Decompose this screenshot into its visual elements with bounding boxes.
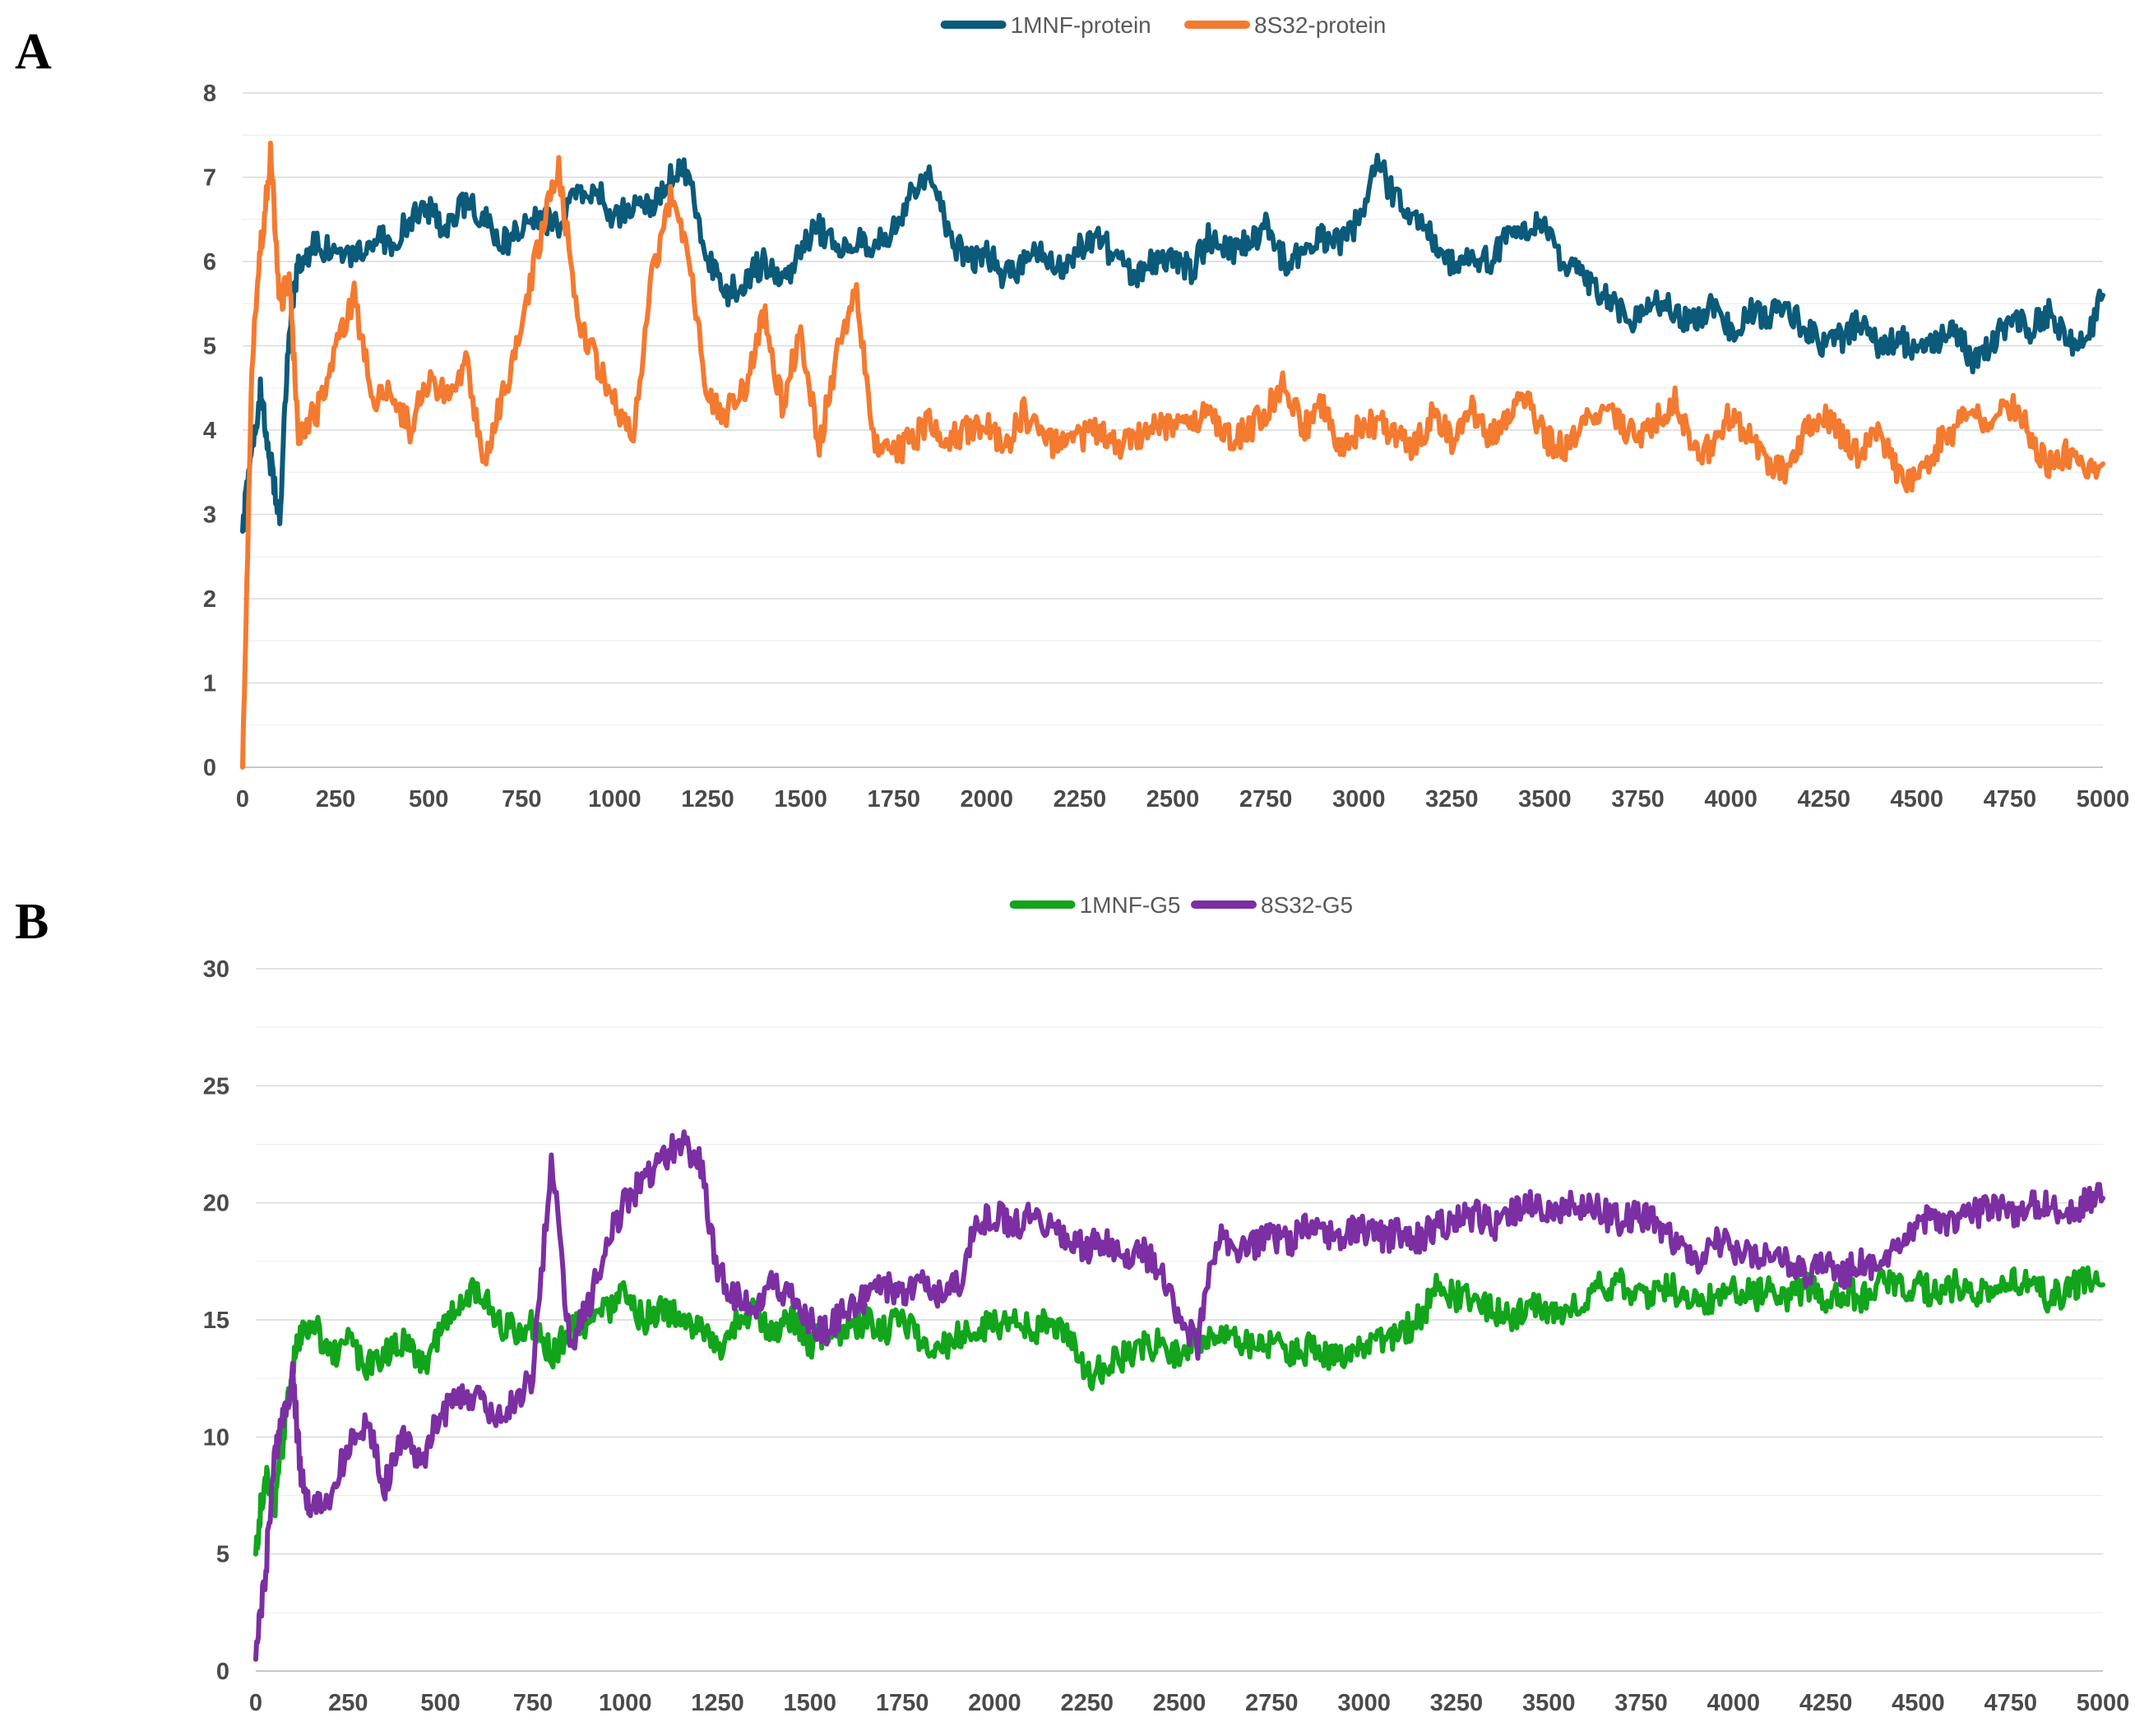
y-tick-label: 0 [216,1659,229,1685]
x-tick-label: 2500 [1153,1690,1206,1716]
x-tick-label: 1000 [588,786,641,812]
x-tick-label: 4000 [1707,1690,1761,1716]
y-tick-label: 1 [203,671,216,697]
x-tick-label: 3250 [1430,1690,1484,1716]
x-tick-label: 250 [328,1690,368,1716]
y-tick-label: 10 [203,1424,229,1451]
y-tick-label: 0 [203,755,216,781]
x-tick-label: 4250 [1797,786,1850,812]
x-tick-label: 1250 [691,1690,744,1716]
chart-a-rmsd: 0 1 2 3 4 5 6 7 8 0 250 500 750 1000 1250 1500 1750 2000 2… [203,12,2129,812]
y-tick-label: 20 [203,1191,229,1217]
x-tick-label: 1500 [784,1690,837,1716]
legend-label: 1MNF-G5 [1080,892,1181,918]
y-tick-label: 4 [203,418,216,444]
x-tick-label: 2500 [1146,786,1200,812]
x-tick-label: 3500 [1518,786,1572,812]
x-tick-label: 750 [513,1690,553,1716]
x-tick-label: 3750 [1614,1690,1668,1716]
x-tick-label: 2000 [968,1690,1021,1716]
x-tick-label: 500 [420,1690,460,1716]
x-tick-label: 1750 [876,1690,929,1716]
legend-label: 8S32-protein [1254,12,1386,38]
x-tick-label: 3000 [1332,786,1386,812]
x-tick-label: 2000 [961,786,1014,812]
x-tick-label: 2250 [1060,1690,1114,1716]
x-tick-label: 3250 [1425,786,1479,812]
series-line-8s32-protein [240,141,2105,770]
chart-b-rmsd: 0 5 10 15 20 25 30 0 250 500 750 1000 1250 1500 1750 20… [203,892,2130,1716]
x-tick-label: 0 [236,786,249,812]
legend-label: 1MNF-protein [1011,12,1151,38]
x-tick-label: 4500 [1891,786,1944,812]
y-tick-label: 6 [203,249,216,275]
x-tick-label: 0 [249,1690,262,1716]
x-tick-label: 5000 [2077,786,2130,812]
x-tick-label: 2750 [1245,1690,1299,1716]
x-tick-label: 4250 [1799,1690,1853,1716]
x-tick-label: 5000 [2077,1690,2130,1716]
y-tick-label: 30 [203,956,229,983]
x-tick-label: 1500 [774,786,827,812]
x-tick-label: 2250 [1054,786,1107,812]
y-tick-label: 7 [203,165,216,192]
series-line-1mnf-protein [240,152,2105,534]
x-tick-label: 3750 [1611,786,1665,812]
x-tick-label: 4000 [1704,786,1758,812]
legend-label: 8S32-G5 [1261,892,1353,918]
x-tick-label: 4500 [1892,1690,1945,1716]
panel-letter-b: B [15,894,49,950]
y-tick-label: 15 [203,1308,229,1334]
x-tick-label: 250 [316,786,355,812]
x-tick-label: 1000 [599,1690,652,1716]
x-tick-label: 2750 [1239,786,1293,812]
x-tick-label: 3500 [1522,1690,1576,1716]
y-tick-label: 2 [203,586,216,613]
y-tick-label: 5 [203,334,216,360]
panel-letter-a: A [15,24,52,80]
x-tick-label: 500 [409,786,448,812]
series-line-8s32-g5 [253,1129,2105,1662]
y-tick-label: 5 [216,1542,229,1568]
x-tick-label: 1750 [867,786,920,812]
y-tick-label: 25 [203,1073,229,1099]
y-tick-label: 8 [203,81,216,107]
x-tick-label: 4750 [1984,786,2037,812]
y-tick-label: 3 [203,502,216,529]
x-tick-label: 750 [502,786,541,812]
x-tick-label: 3000 [1337,1690,1391,1716]
x-tick-label: 4750 [1984,1690,2037,1716]
x-tick-label: 1250 [681,786,734,812]
series-line-1mnf-g5 [253,1265,2105,1557]
